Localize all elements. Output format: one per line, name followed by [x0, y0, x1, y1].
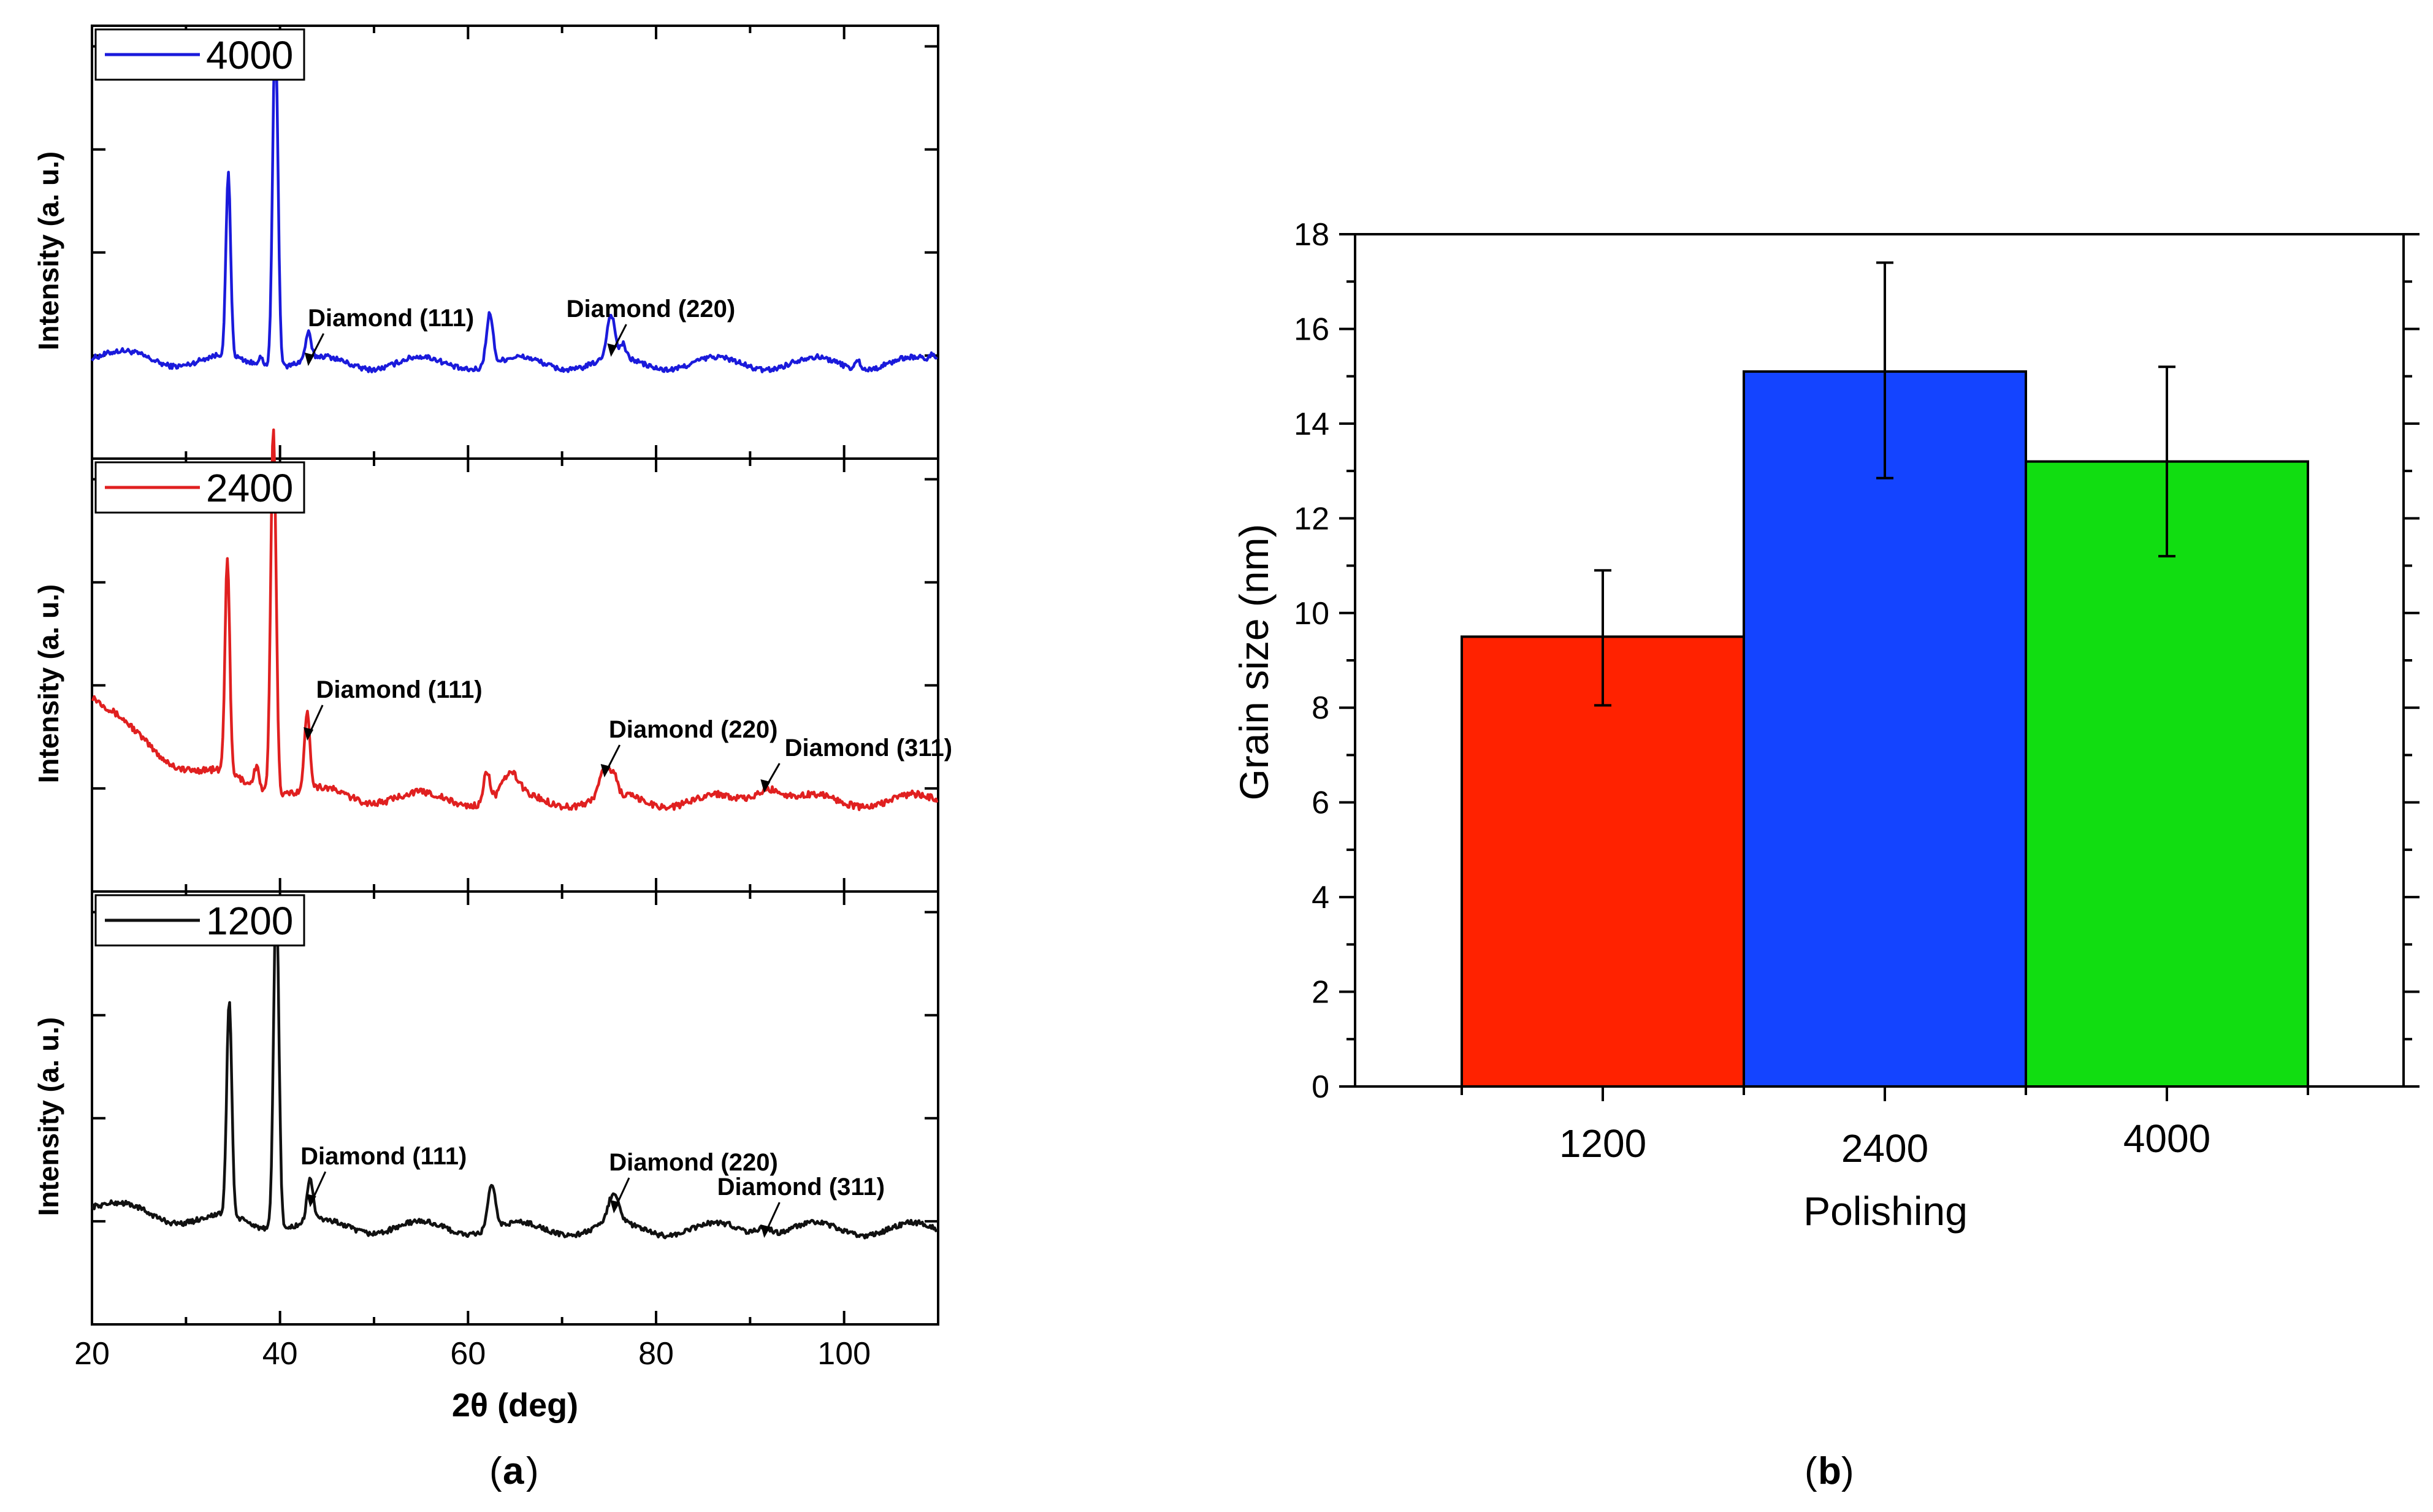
- y-tick-label: 8: [1312, 690, 1329, 726]
- grain-size-panel: 0 2 4 6 8 10 12 14 16 18 1200 2400 4000 Polishing Grai…: [1231, 217, 2420, 1492]
- panel-label-b-open: (: [1805, 1450, 1817, 1492]
- y-tick-label: 4: [1312, 880, 1329, 915]
- panel-label-b-close: ): [1841, 1450, 1854, 1492]
- y-tick-label: 16: [1294, 311, 1329, 347]
- annotation-arrowhead: [304, 353, 315, 366]
- peak-annotation: Diamond (111): [316, 676, 483, 703]
- annotation-arrowhead: [760, 1224, 771, 1238]
- x-tick-label: 40: [262, 1336, 298, 1372]
- peak-annotation: Diamond (220): [609, 716, 778, 743]
- xrd-trace-2400: [91, 428, 939, 811]
- peak-annotation: Diamond (311): [717, 1174, 885, 1201]
- x-tick-label: 60: [450, 1336, 486, 1372]
- x-axis-label: 2θ (deg): [452, 1387, 578, 1424]
- y-tick-label: 14: [1294, 407, 1329, 442]
- x-tick-label: 80: [638, 1336, 674, 1372]
- y-axis-label: Intensity (a. u.): [32, 1017, 64, 1216]
- y-tick-label: 12: [1294, 501, 1329, 536]
- annotation-arrowhead: [306, 1194, 316, 1207]
- x-tick-label: 2400: [1841, 1126, 1928, 1170]
- annotation-arrowhead: [600, 764, 611, 777]
- y-tick-label: 10: [1294, 596, 1329, 632]
- legend-label: 4000: [206, 33, 293, 77]
- xrd-panel: 4000 Intensity (a. u.) Diamond (111) Diamon…: [32, 25, 952, 1492]
- xrd-plot-frame: [91, 890, 939, 1326]
- y-tick-label: 2: [1312, 975, 1329, 1010]
- panel-label-a: a: [503, 1450, 524, 1492]
- y-axis-label: Intensity (a. u.): [32, 151, 64, 351]
- annotation-arrowhead: [760, 779, 771, 793]
- y-tick-label: 6: [1312, 785, 1329, 821]
- xrd-trace-1200: [90, 896, 938, 1240]
- annotation-arrowhead: [610, 1200, 620, 1213]
- peak-annotation: Diamond (311): [785, 735, 952, 762]
- x-axis-label: Polishing: [1803, 1188, 1968, 1234]
- x-tick-label: 4000: [2123, 1117, 2210, 1161]
- annotation-arrowhead: [304, 727, 314, 741]
- x-tick-label: 1200: [1559, 1121, 1646, 1166]
- xrd-trace-4000: [91, 35, 938, 373]
- y-axis-label: Intensity (a. u.): [32, 584, 64, 784]
- peak-annotation: Diamond (220): [609, 1149, 778, 1176]
- y-axis-label: Grain size (nm): [1231, 524, 1277, 800]
- x-tick-label: 100: [817, 1336, 871, 1372]
- peak-annotation: Diamond (111): [300, 1143, 467, 1170]
- panel-label-a-open: (: [489, 1450, 502, 1492]
- peak-annotation: Diamond (220): [567, 296, 736, 323]
- y-tick-label: 0: [1312, 1069, 1329, 1105]
- y-tick-label: 18: [1294, 217, 1329, 253]
- xrd-plot-frame: [91, 457, 939, 893]
- legend-label: 2400: [206, 466, 293, 510]
- x-tick-label: 20: [74, 1336, 110, 1372]
- annotation-arrowhead: [607, 343, 617, 357]
- xrd-plot-frame: [91, 25, 939, 460]
- legend-label: 1200: [206, 899, 293, 943]
- panel-label-a-close: ): [526, 1450, 539, 1492]
- peak-annotation: Diamond (111): [308, 305, 474, 332]
- panel-label-b: b: [1818, 1450, 1841, 1492]
